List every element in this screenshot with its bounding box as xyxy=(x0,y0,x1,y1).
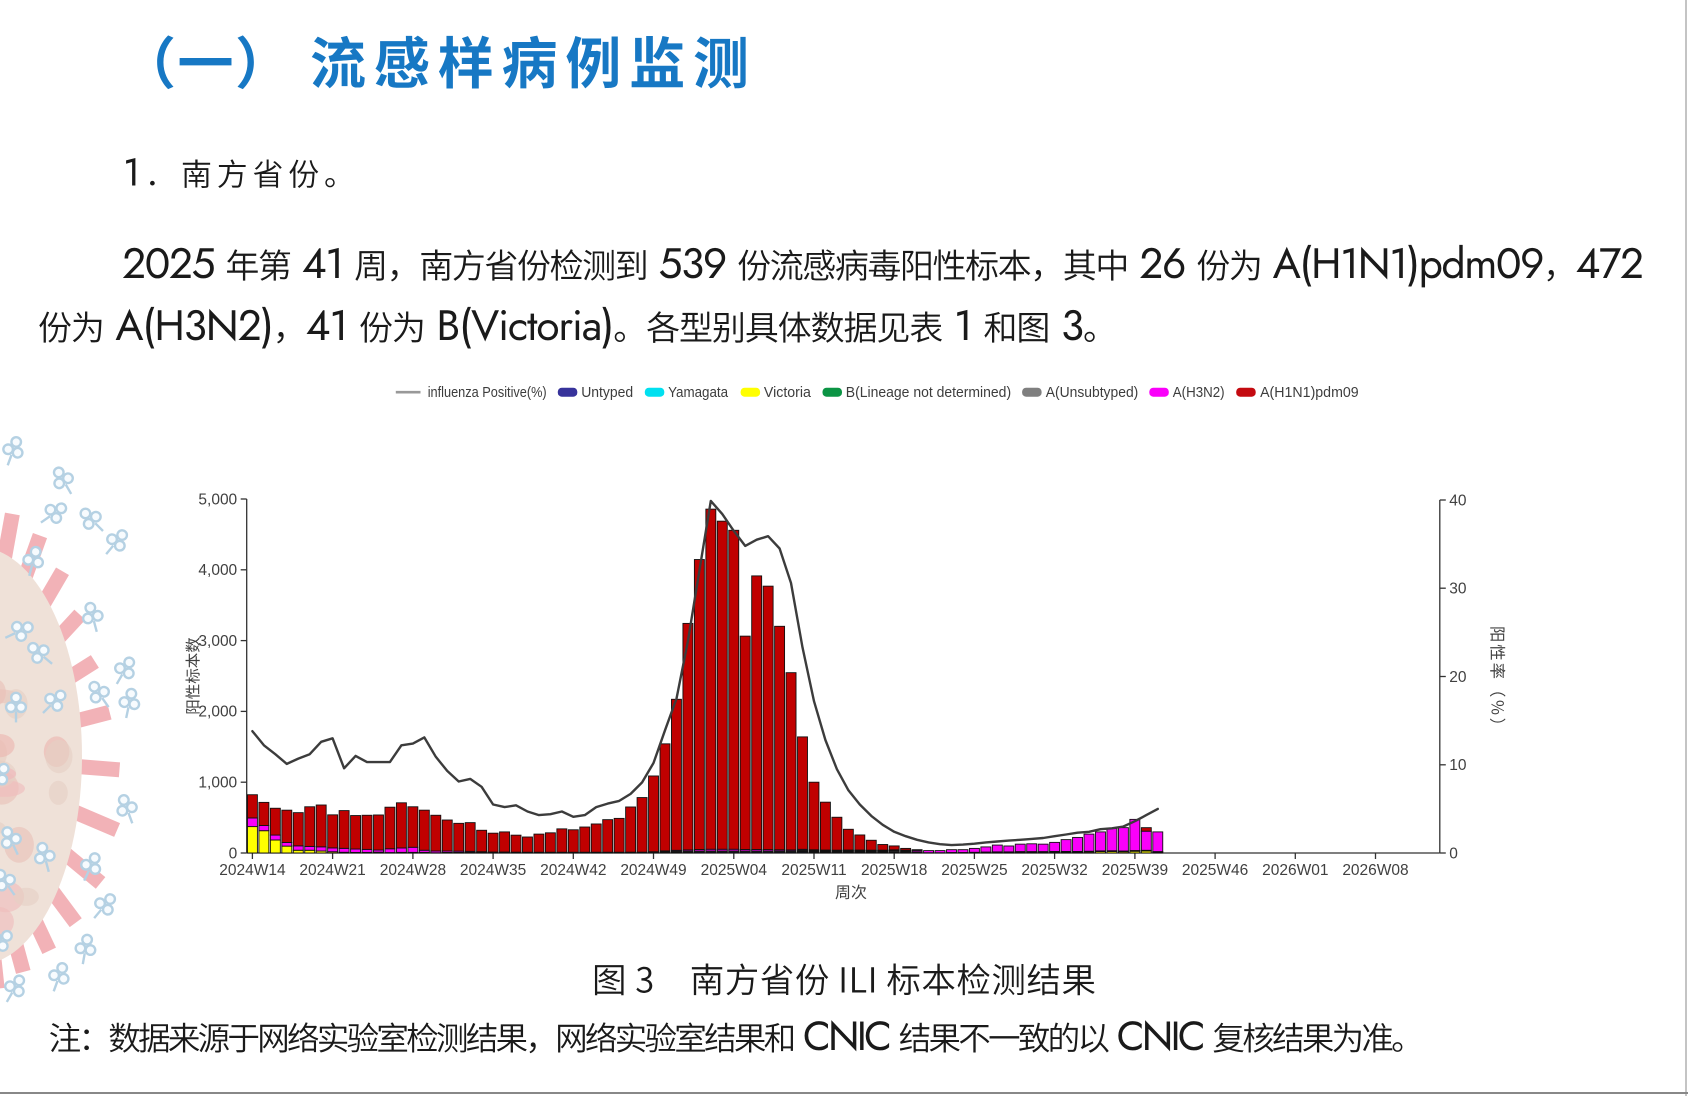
svg-text:B(Lineage not determined): B(Lineage not determined) xyxy=(846,385,1011,401)
svg-text:2024W14: 2024W14 xyxy=(219,862,286,879)
svg-text:2024W21: 2024W21 xyxy=(299,862,365,879)
svg-text:2025W39: 2025W39 xyxy=(1102,862,1168,879)
svg-text:influenza Positive(%): influenza Positive(%) xyxy=(428,385,547,401)
svg-text:2026W08: 2026W08 xyxy=(1342,862,1408,879)
svg-text:Untyped: Untyped xyxy=(581,385,633,401)
svg-text:0: 0 xyxy=(229,845,238,862)
svg-text:A(H3N2): A(H3N2) xyxy=(1173,385,1225,401)
svg-text:Victoria: Victoria xyxy=(764,385,812,401)
svg-text:2025W18: 2025W18 xyxy=(861,862,927,879)
svg-text:0: 0 xyxy=(1449,845,1458,862)
svg-text:2,000: 2,000 xyxy=(198,704,237,721)
svg-text:A(Unsubtyped): A(Unsubtyped) xyxy=(1046,385,1139,401)
svg-text:1,000: 1,000 xyxy=(198,775,237,792)
svg-text:4,000: 4,000 xyxy=(198,562,237,579)
svg-text:2025W46: 2025W46 xyxy=(1182,862,1248,879)
svg-text:40: 40 xyxy=(1449,492,1467,509)
svg-text:30: 30 xyxy=(1449,581,1467,598)
svg-text:20: 20 xyxy=(1449,669,1467,686)
svg-text:2025W25: 2025W25 xyxy=(941,862,1007,879)
svg-text:5,000: 5,000 xyxy=(198,491,237,508)
svg-text:2025W11: 2025W11 xyxy=(781,862,846,879)
svg-text:Yamagata: Yamagata xyxy=(668,385,729,401)
svg-text:2025W04: 2025W04 xyxy=(701,862,768,879)
svg-text:2025W32: 2025W32 xyxy=(1021,862,1087,879)
svg-text:2026W01: 2026W01 xyxy=(1262,862,1328,879)
svg-text:2024W35: 2024W35 xyxy=(460,862,526,879)
svg-text:3,000: 3,000 xyxy=(198,633,237,650)
svg-text:2024W42: 2024W42 xyxy=(540,862,606,879)
svg-text:10: 10 xyxy=(1449,757,1467,774)
svg-text:2024W28: 2024W28 xyxy=(380,862,446,879)
svg-text:2024W49: 2024W49 xyxy=(620,862,686,879)
svg-text:A(H1N1)pdm09: A(H1N1)pdm09 xyxy=(1260,385,1359,401)
